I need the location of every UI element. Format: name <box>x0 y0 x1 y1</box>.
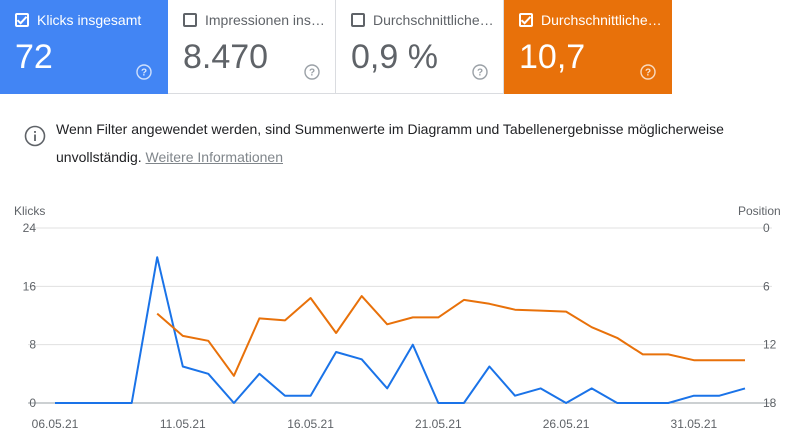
card-klicks[interactable]: Klicks insgesamt 72 ? <box>0 0 168 94</box>
y-right-tick-label: 6 <box>763 279 770 293</box>
svg-text:?: ? <box>477 68 483 79</box>
help-icon[interactable]: ? <box>304 64 320 80</box>
svg-text:?: ? <box>645 68 651 79</box>
notice-message: Wenn Filter angewendet werden, sind Summ… <box>56 121 724 165</box>
x-tick-label: 06.05.21 <box>32 417 79 431</box>
y-left-tick-label: 16 <box>23 279 37 293</box>
checkbox-checked-icon[interactable] <box>519 13 533 27</box>
y-right-tick-label: 0 <box>763 221 770 235</box>
y-right-tick-label: 18 <box>763 396 777 410</box>
more-info-link[interactable]: Weitere Informationen <box>145 149 283 165</box>
x-tick-label: 31.05.21 <box>671 417 718 431</box>
card-value: 10,7 <box>519 38 586 76</box>
svg-text:?: ? <box>141 68 147 79</box>
help-icon[interactable]: ? <box>640 64 656 80</box>
notice-text: Wenn Filter angewendet werden, sind Summ… <box>56 115 756 171</box>
chart-canvas: 0 8 16 24 0 6 12 18 06.05.21 11.05.21 16.05.21 21.0… <box>23 221 777 431</box>
y-left-tick-label: 8 <box>29 338 36 352</box>
card-label: Durchschnittliche Position <box>541 12 663 28</box>
help-icon[interactable]: ? <box>136 64 152 80</box>
card-label: Durchschnittliche CTR <box>373 12 495 28</box>
series-line-klicks <box>55 256 746 404</box>
checkbox-unchecked-icon[interactable] <box>351 13 365 27</box>
card-impressionen[interactable]: Impressionen insgesamt 8.470 ? <box>168 0 336 94</box>
card-value: 72 <box>15 38 53 76</box>
performance-chart: Klicks Position 0 8 16 24 0 6 12 18 06.05.21 11.0… <box>0 196 800 447</box>
info-icon <box>24 125 46 147</box>
y-right-tick-label: 12 <box>763 338 777 352</box>
x-tick-label: 26.05.21 <box>543 417 590 431</box>
series-line-position <box>156 295 745 377</box>
right-axis-title: Position <box>738 204 781 218</box>
card-value: 0,9 % <box>351 38 438 76</box>
help-icon[interactable]: ? <box>472 64 488 80</box>
card-ctr[interactable]: Durchschnittliche CTR 0,9 % ? <box>336 0 504 94</box>
left-axis-title: Klicks <box>14 204 46 218</box>
checkbox-unchecked-icon[interactable] <box>183 13 197 27</box>
y-left-tick-label: 24 <box>23 221 37 235</box>
metric-cards: Klicks insgesamt 72 ? Impressionen insge… <box>0 0 672 94</box>
card-value: 8.470 <box>183 38 269 76</box>
x-tick-label: 11.05.21 <box>160 417 206 431</box>
y-left-tick-label: 0 <box>29 396 36 410</box>
x-tick-label: 16.05.21 <box>287 417 334 431</box>
card-position[interactable]: Durchschnittliche Position 10,7 ? <box>504 0 672 94</box>
x-tick-label: 21.05.21 <box>415 417 462 431</box>
card-label: Impressionen insgesamt <box>205 12 327 28</box>
svg-text:?: ? <box>309 68 315 79</box>
card-label: Klicks insgesamt <box>37 12 142 28</box>
checkbox-checked-icon[interactable] <box>15 13 29 27</box>
